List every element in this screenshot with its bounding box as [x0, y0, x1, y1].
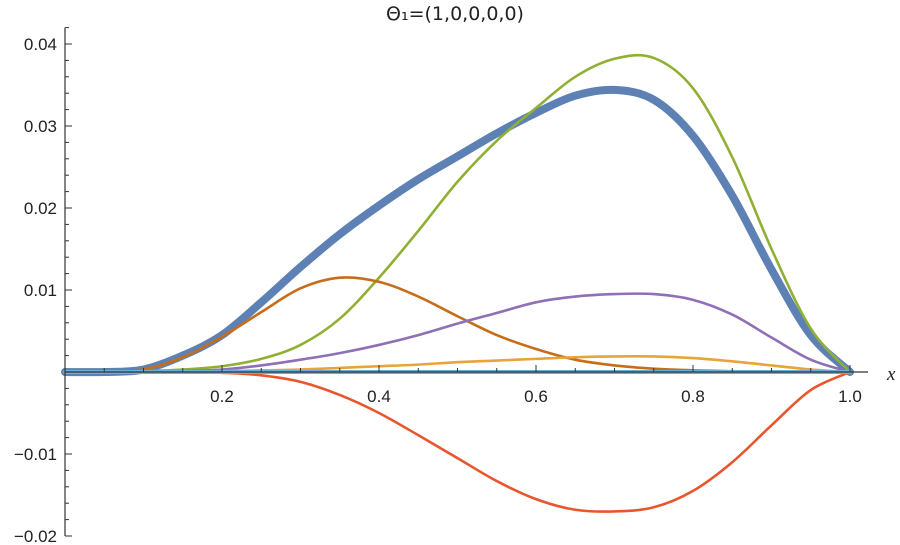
y-tick-label: 0.02	[24, 199, 57, 218]
x-tick-label: 0.2	[210, 387, 234, 406]
x-tick-label: 0.8	[681, 387, 705, 406]
y-tick-label: 0.01	[24, 281, 57, 300]
x-tick-label: 0.4	[367, 387, 391, 406]
ticks-layer: 0.2 0.4 0.6 0.8 1.0 −0.02 −0.01 0.01 0.02 0.03 0.0…	[14, 27, 862, 545]
x-tick-label: 0.6	[524, 387, 548, 406]
series-line-2	[63, 53, 852, 374]
chart-title: Θ₁=(1,0,0,0,0)	[386, 3, 524, 25]
axes-layer	[64, 27, 868, 536]
x-axis-label: x	[886, 364, 896, 385]
series-line-1	[61, 85, 854, 377]
series-line-6	[63, 370, 852, 513]
series-layer	[61, 53, 854, 513]
y-tick-label: 0.04	[24, 35, 57, 54]
y-tick-label: −0.02	[14, 527, 57, 545]
y-tick-label: −0.01	[14, 445, 57, 464]
x-tick-label: 1.0	[838, 387, 862, 406]
y-tick-label: 0.03	[24, 117, 57, 136]
